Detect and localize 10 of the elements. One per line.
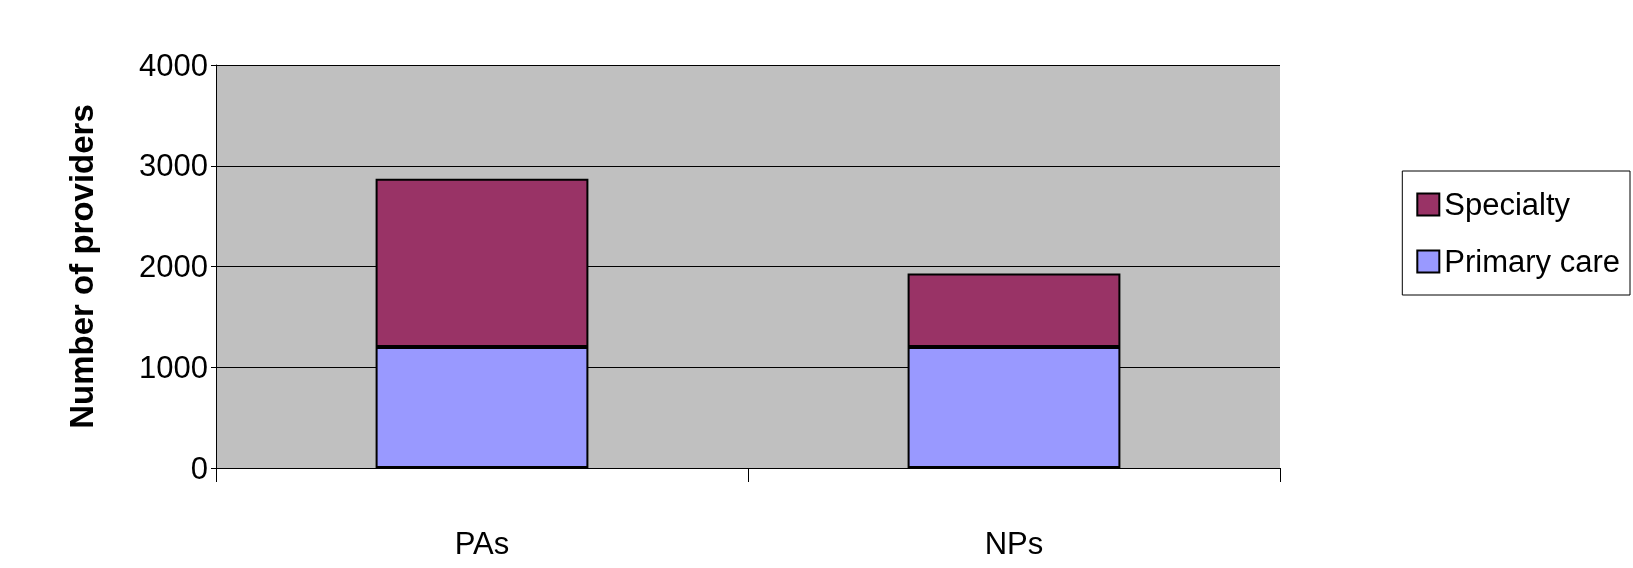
x-tick-label: NPs	[984, 526, 1044, 561]
legend-label: Primary care	[1444, 244, 1621, 279]
legend-label: Specialty	[1444, 187, 1571, 222]
y-tick-label: 0	[190, 450, 208, 486]
y-tick-label: 1000	[139, 349, 208, 385]
x-tick-label: PAs	[454, 526, 510, 561]
y-tick-label: 2000	[139, 249, 208, 284]
y-tick-label: 4000	[139, 47, 208, 83]
y-axis-title: Number of providers	[63, 104, 100, 429]
y-tick-label: 3000	[139, 148, 208, 184]
